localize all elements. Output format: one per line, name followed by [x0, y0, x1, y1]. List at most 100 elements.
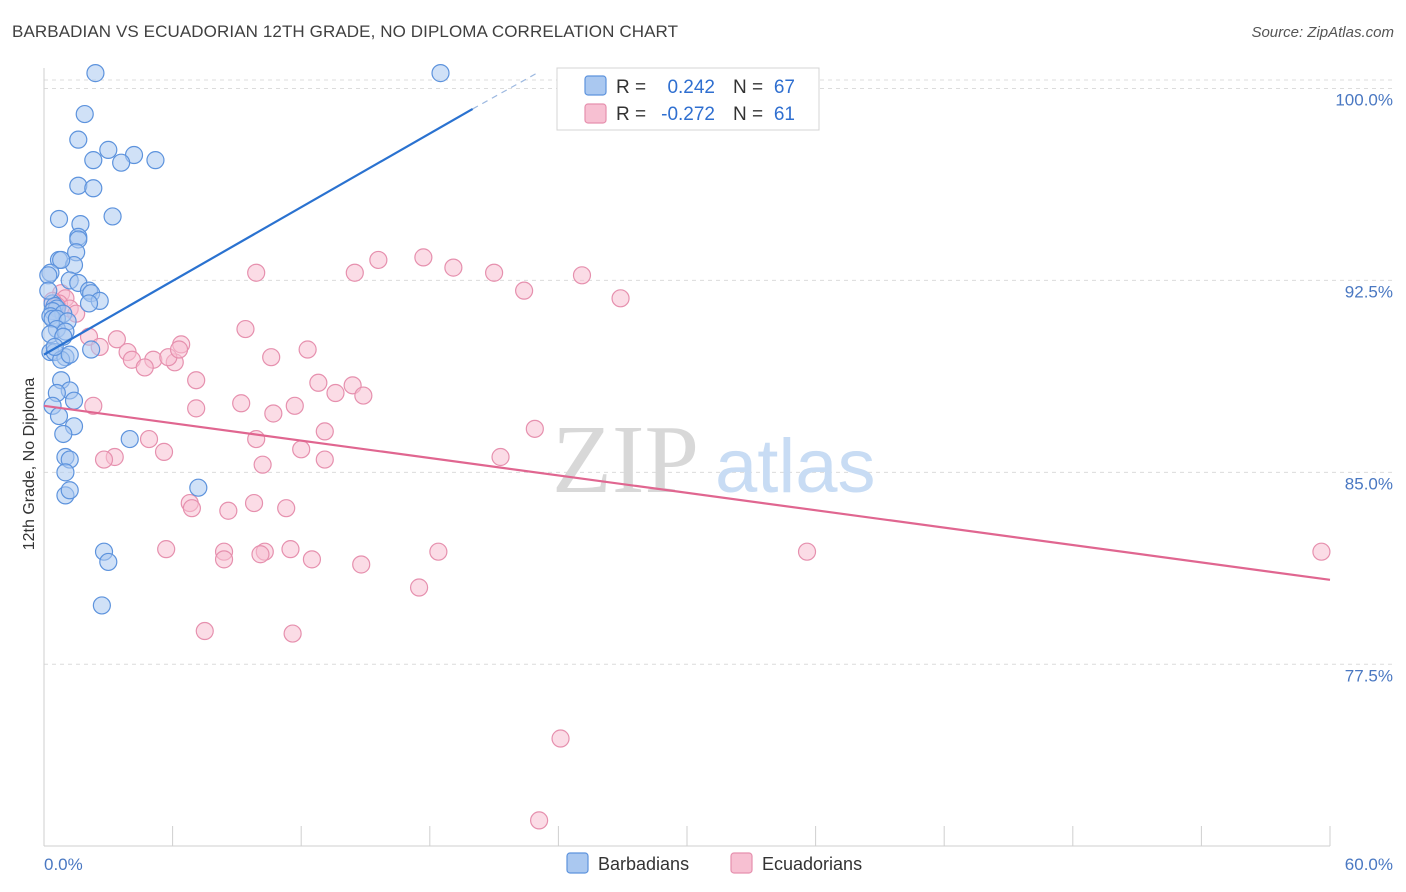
ecuadorian-point — [309, 373, 328, 392]
watermark: ZIP atlas — [552, 406, 876, 514]
ecuadorian-point — [281, 540, 300, 559]
ecuadorian-point — [491, 447, 510, 467]
source-label: Source: ZipAtlas.com — [1251, 24, 1394, 41]
ecuadorian-point — [139, 429, 159, 449]
y-tick-label: 85.0% — [1345, 474, 1393, 493]
ecuadorian-point — [251, 545, 270, 564]
ecuadorian-point — [236, 319, 255, 339]
data-points — [39, 64, 1331, 830]
barbadian-point — [60, 481, 79, 500]
ecuadorian-point — [292, 440, 311, 459]
ecuadorian-point — [84, 396, 103, 415]
barbadian-point — [99, 552, 118, 572]
barbadian-point — [39, 281, 58, 300]
y-axis-label: 12th Grade, No Diploma — [21, 378, 38, 551]
barbadian-point — [431, 64, 450, 83]
barbadian-point — [49, 406, 69, 426]
ecuadorian-point — [219, 501, 238, 520]
ecuadorian-point — [515, 281, 534, 300]
ecuadorian-point — [326, 383, 345, 403]
barbadian-point — [86, 64, 105, 83]
ecuadorian-point — [135, 358, 154, 377]
barbadian-trend-line — [43, 107, 474, 356]
ecuadorian-point — [262, 348, 281, 367]
legend-n-label: N = — [733, 104, 763, 125]
watermark-zip: ZIP — [552, 406, 699, 514]
barbadian-point — [69, 130, 88, 149]
barbadian-point — [56, 463, 75, 482]
ecuadorian-point — [429, 542, 448, 561]
ecuadorian-point — [232, 394, 251, 413]
barbadian-point — [69, 176, 88, 195]
legend-swatch-ecuadorians — [584, 103, 607, 124]
barbadian-point — [189, 478, 208, 497]
y-tick-label: 77.5% — [1345, 666, 1393, 685]
ecuadorian-point — [551, 729, 570, 748]
legend-label-barbadians: Barbadians — [598, 854, 689, 874]
ecuadorian-point — [283, 624, 302, 643]
chart-title: BARBADIAN VS ECUADORIAN 12TH GRADE, NO D… — [12, 22, 679, 41]
legend-n-label: N = — [733, 77, 763, 98]
ecuadorian-point — [169, 340, 189, 359]
barbadian-point — [60, 345, 79, 364]
axes — [43, 68, 1331, 847]
legend-n-value: 61 — [774, 104, 795, 125]
legend-swatch-ecuadorians — [730, 852, 753, 874]
ecuadorian-point — [315, 422, 334, 441]
x-tick-label: 0.0% — [44, 855, 83, 874]
ecuadorian-trend-line — [43, 404, 1331, 581]
ecuadorian-point — [277, 499, 296, 518]
barbadian-point — [84, 151, 103, 170]
barbadian-point — [120, 429, 139, 449]
tick-labels: 77.5% 85.0% 92.5% 100.0% 0.0% 60.0% — [44, 90, 1393, 874]
ecuadorian-point — [414, 248, 433, 267]
ecuadorian-point — [264, 404, 283, 423]
ecuadorian-point — [409, 578, 429, 597]
barbadian-point — [39, 266, 58, 285]
barbadian-point — [103, 207, 122, 226]
barbadian-point — [84, 179, 103, 198]
barbadian-point — [52, 250, 71, 270]
barbadian-point — [99, 140, 118, 159]
ecuadorian-point — [182, 499, 201, 518]
ecuadorian-point — [94, 450, 114, 469]
barbadian-point — [75, 104, 94, 124]
barbadian-trend-extension — [472, 72, 538, 110]
ecuadorian-point — [302, 550, 322, 569]
ecuadorian-point — [530, 811, 549, 830]
ecuadorian-point — [1312, 542, 1331, 561]
legend-r-label: R = — [616, 77, 646, 98]
ecuadorian-point — [485, 263, 504, 282]
ecuadorian-point — [525, 419, 544, 438]
watermark-atlas: atlas — [715, 424, 876, 509]
ecuadorian-point — [187, 371, 206, 390]
ecuadorian-point — [611, 289, 630, 308]
y-tick-label: 92.5% — [1345, 282, 1393, 301]
barbadian-point — [54, 424, 73, 444]
ecuadorian-point — [369, 250, 388, 270]
barbadian-point — [49, 209, 69, 229]
barbadian-point — [146, 151, 165, 170]
ecuadorian-point — [797, 542, 817, 561]
x-tick-label: 60.0% — [1345, 855, 1393, 874]
legend-n-value: 67 — [774, 77, 795, 98]
barbadian-point — [92, 596, 111, 615]
barbadian-point — [82, 340, 101, 359]
legend-label-ecuadorians: Ecuadorians — [762, 854, 862, 874]
legend-swatch-barbadians — [584, 75, 607, 96]
legend-r-value: 0.242 — [667, 77, 715, 98]
ecuadorian-point — [154, 442, 174, 461]
legend-r-value: -0.272 — [661, 104, 715, 125]
gridlines — [44, 79, 1392, 665]
ecuadorian-point — [214, 550, 234, 569]
ecuadorian-point — [352, 555, 371, 574]
barbadian-point — [64, 391, 84, 410]
correlation-legend: R = 0.242 N = 67 R = -0.272 N = 61 — [556, 67, 820, 131]
barbadian-point — [112, 153, 131, 172]
ecuadorian-point — [285, 396, 304, 415]
legend-swatch-barbadians — [566, 852, 589, 874]
legend-r-label: R = — [616, 104, 646, 125]
ecuadorian-point — [107, 330, 126, 349]
ecuadorian-point — [247, 263, 266, 282]
